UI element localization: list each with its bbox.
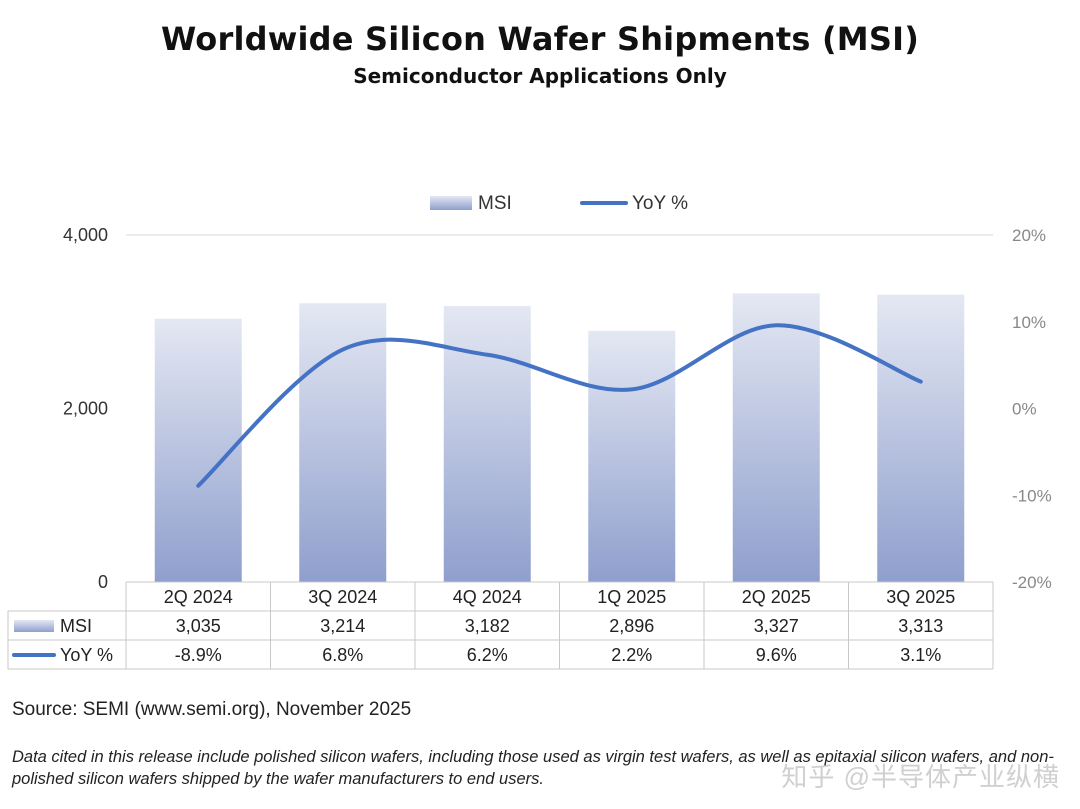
data-label-msi: 3,035 — [176, 616, 221, 636]
watermark: 知乎 @半导体产业纵横 — [781, 762, 1060, 792]
data-label-yoy: 9.6% — [756, 645, 797, 665]
bar-msi — [443, 305, 531, 582]
bar-msi — [588, 330, 676, 582]
y-left-tick-label: 4,000 — [63, 225, 108, 245]
table-row-label-yoy: YoY % — [60, 645, 113, 665]
line-yoy — [196, 323, 923, 488]
data-label-yoy: 6.2% — [467, 645, 508, 665]
y-left-tick-label: 0 — [98, 572, 108, 592]
bar-msi — [877, 294, 965, 582]
x-category-label: 3Q 2024 — [308, 587, 377, 607]
y-right-tick-label: 0% — [1012, 400, 1037, 419]
footnote: Data cited in this release include polis… — [12, 748, 1054, 788]
chart-title: Worldwide Silicon Wafer Shipments (MSI) — [160, 20, 920, 58]
data-label-msi: 3,182 — [465, 616, 510, 636]
chart-area: MSI YoY % 0 2,000 4,000 -20% -10% 0% 10% 20% 2Q 20… — [7, 193, 1052, 670]
data-label-yoy: -8.9% — [175, 645, 222, 665]
legend-label-yoy: YoY % — [632, 193, 688, 214]
table-row-label-msi: MSI — [60, 616, 92, 636]
source-note: Source: SEMI (www.semi.org), November 20… — [12, 699, 412, 720]
x-category-label: 2Q 2024 — [164, 587, 233, 607]
chart-subtitle: Semiconductor Applications Only — [353, 64, 727, 88]
data-label-msi: 3,327 — [754, 616, 799, 636]
bar-msi — [732, 293, 820, 582]
x-category-label: 4Q 2024 — [453, 587, 522, 607]
data-label-msi: 2,896 — [609, 616, 654, 636]
table-swatch-msi — [14, 620, 54, 632]
y-right-tick-label: 10% — [1012, 313, 1046, 332]
bar-msi — [299, 303, 387, 582]
data-label-yoy: 6.8% — [322, 645, 363, 665]
data-label-yoy: 2.2% — [611, 645, 652, 665]
x-category-label: 1Q 2025 — [597, 587, 666, 607]
legend-swatch-msi — [430, 196, 472, 210]
data-label-msi: 3,214 — [320, 616, 365, 636]
data-label-yoy: 3.1% — [900, 645, 941, 665]
x-category-label: 2Q 2025 — [742, 587, 811, 607]
bar-msi — [154, 318, 242, 582]
legend-label-msi: MSI — [478, 193, 512, 214]
y-right-tick-label: 20% — [1012, 226, 1046, 245]
x-category-label: 3Q 2025 — [886, 587, 955, 607]
y-right-tick-label: -20% — [1012, 573, 1052, 592]
y-left-tick-label: 2,000 — [63, 399, 108, 419]
data-label-msi: 3,313 — [898, 616, 943, 636]
y-right-tick-label: -10% — [1012, 486, 1052, 505]
